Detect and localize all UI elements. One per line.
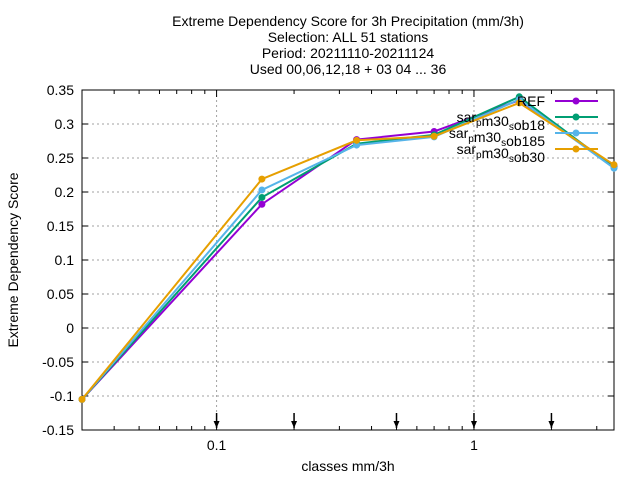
series-line [81, 101, 615, 401]
legend-entry: REF [517, 93, 598, 109]
data-point [430, 132, 438, 140]
legend-swatch-point [572, 113, 580, 121]
data-point [258, 175, 266, 183]
class-markers [213, 413, 555, 428]
y-tick-label: -0.15 [42, 422, 74, 438]
x-tick-label: 1 [470, 437, 478, 453]
y-tick-label: -0.1 [50, 388, 74, 404]
legend-label: sarpm30sob18 [457, 109, 546, 133]
y-tick-label: 0.3 [55, 116, 75, 132]
x-tick-label: 0.1 [207, 437, 227, 453]
data-point [258, 193, 266, 201]
legend-entry: sarpm30sob185 [449, 125, 598, 149]
class-marker-arrow [470, 421, 477, 428]
data-point [258, 186, 266, 194]
legend-entry: sarpm30sob18 [457, 109, 598, 133]
data-point [353, 136, 361, 144]
series-line [81, 95, 615, 401]
legend-label: sarpm30sob185 [449, 125, 545, 149]
y-tick-label: 0.25 [47, 150, 74, 166]
legend-swatch-point [572, 145, 580, 153]
class-marker-arrow [213, 421, 220, 428]
y-tick-label: 0.1 [55, 252, 75, 268]
legend-entry: sarpm30sob30 [457, 141, 598, 165]
legend-label: REF [517, 93, 545, 109]
data-point [258, 200, 266, 208]
data-point [515, 99, 523, 107]
series-line [81, 98, 615, 401]
y-tick-label: 0 [66, 320, 74, 336]
legend-label: sarpm30sob30 [457, 141, 546, 165]
title-line-4: Used 00,06,12,18 + 03 04 ... 36 [250, 61, 447, 77]
x-axis-label: classes mm/3h [301, 458, 394, 474]
title-line-3: Period: 20211110-20211124 [262, 45, 435, 61]
grid [82, 90, 614, 430]
y-axis-label: Extreme Dependency Score [5, 172, 21, 347]
y-tick-label: 0.35 [47, 82, 74, 98]
y-tick-label: 0.05 [47, 286, 74, 302]
legend-swatch-point [572, 129, 580, 137]
y-tick-label: -0.05 [42, 354, 74, 370]
legend-swatch-point [572, 97, 580, 105]
title-line-2: Selection: ALL 51 stations [268, 29, 429, 45]
y-axis: 0.35 0.3 0.25 0.2 0.15 0.1 0.05 0 -0.05 -0.1 -0.15 [42, 82, 614, 438]
class-marker-arrow [548, 421, 555, 428]
data-point [78, 395, 86, 403]
y-tick-label: 0.2 [55, 184, 75, 200]
y-tick-label: 0.15 [47, 218, 74, 234]
class-marker-arrow [291, 421, 298, 428]
series-sar_m30_sob30 [78, 99, 618, 403]
data-point [610, 161, 618, 169]
title-line-1: Extreme Dependency Score for 3h Precipit… [172, 13, 524, 29]
class-marker-arrow [393, 421, 400, 428]
chart-title: Extreme Dependency Score for 3h Precipit… [172, 13, 524, 77]
series-lines [78, 93, 618, 403]
